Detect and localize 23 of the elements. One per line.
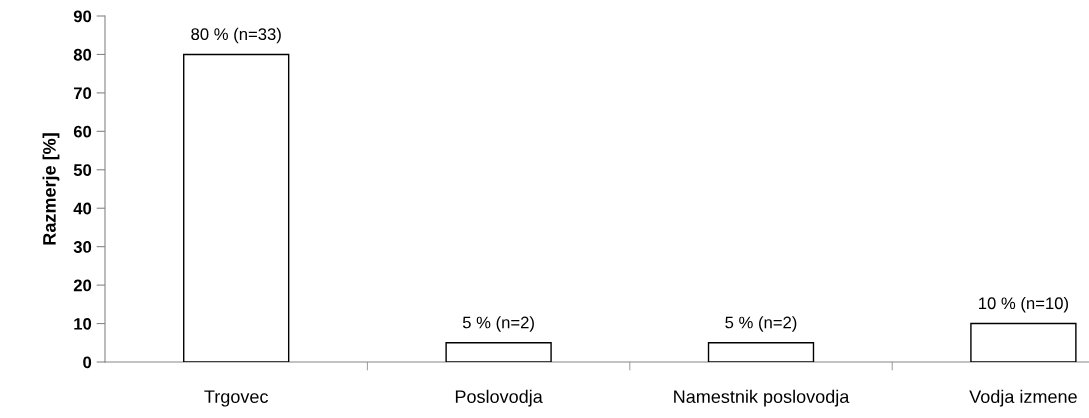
data-label: 5 % (n=2) xyxy=(725,316,797,332)
bar xyxy=(970,322,1077,362)
bar xyxy=(183,53,290,362)
y-tick-label: 40 xyxy=(73,202,92,215)
data-label: 10 % (n=10) xyxy=(979,296,1068,313)
y-tick-label: 30 xyxy=(73,241,92,253)
bar xyxy=(707,342,815,362)
y-tick-label: 0 xyxy=(83,356,92,369)
y-tick-label: 90 xyxy=(73,10,92,23)
y-tick-label: 70 xyxy=(73,87,92,100)
y-axis-title: Razmerje [%] xyxy=(42,133,60,245)
y-tick-label: 20 xyxy=(73,279,92,292)
data-label: 80 % (n=33) xyxy=(191,27,281,44)
bar xyxy=(445,342,552,362)
y-tick-label: 80 xyxy=(73,48,92,61)
y-tick-label: 60 xyxy=(73,125,92,138)
x-tick-label: Trgovec xyxy=(204,390,268,407)
y-tick-label: 10 xyxy=(74,317,92,330)
data-label: 5 % (n=2) xyxy=(462,316,534,332)
x-tick-label: Poslovodja xyxy=(455,389,543,407)
x-tick-label: Namestnik poslovodja xyxy=(674,389,850,407)
y-tick-label: 50 xyxy=(73,164,92,176)
x-tick-label: Vodja izmene xyxy=(969,389,1077,407)
